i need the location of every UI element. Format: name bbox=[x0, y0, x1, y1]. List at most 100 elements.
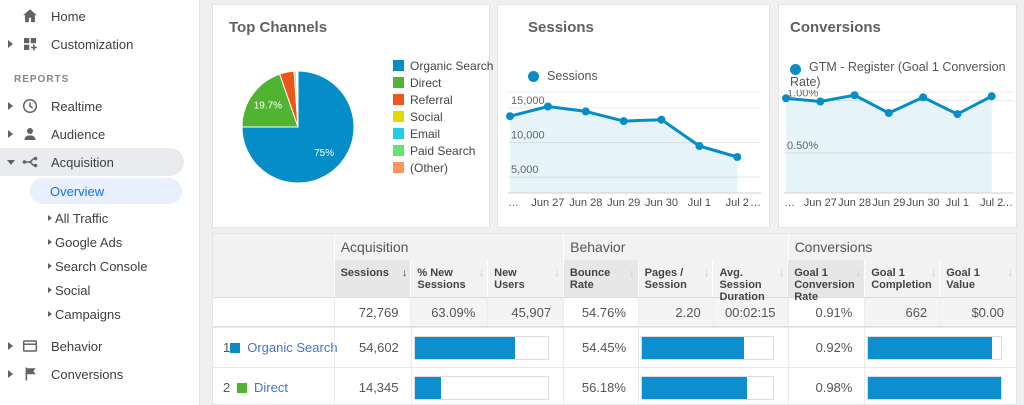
pie-legend: Organic Search Direct Referral Social Em… bbox=[393, 57, 493, 176]
sort-icon[interactable] bbox=[779, 267, 785, 279]
column-header-goal-value[interactable]: Goal 1 Value bbox=[939, 260, 1016, 297]
sidebar-item-home[interactable]: Home bbox=[0, 2, 199, 30]
column-header-avg-session-duration[interactable]: Avg. Session Duration bbox=[712, 260, 787, 303]
bounce-bar-cell bbox=[637, 368, 788, 404]
svg-text:Jul 2: Jul 2 bbox=[980, 197, 1003, 209]
card-title: Top Channels bbox=[229, 19, 328, 36]
legend-swatch-icon bbox=[393, 162, 404, 173]
svg-text:Jun 30: Jun 30 bbox=[645, 197, 678, 209]
sidebar: Home Customization REPORTS Realtime Audi… bbox=[0, 0, 200, 405]
sidebar-item-conversions[interactable]: Conversions bbox=[0, 360, 199, 388]
sidebar-item-campaigns[interactable]: Campaigns bbox=[0, 302, 199, 326]
goal-bar bbox=[868, 337, 993, 359]
reports-section-label: REPORTS bbox=[14, 74, 70, 85]
legend-label: Paid Search bbox=[410, 143, 476, 158]
legend-swatch-icon bbox=[393, 60, 404, 71]
acquisition-icon bbox=[21, 153, 39, 171]
bounce-bar-cell bbox=[638, 328, 788, 367]
column-header-goal-conversion-rate[interactable]: Goal 1 Conversion Rate bbox=[787, 260, 865, 303]
totals-bounce-rate: 54.76% bbox=[563, 298, 638, 326]
sort-icon[interactable] bbox=[554, 267, 560, 279]
sidebar-item-label: Customization bbox=[51, 36, 134, 52]
svg-text:75%: 75% bbox=[314, 148, 334, 159]
legend-label: Organic Search bbox=[410, 58, 494, 73]
sidebar-item-audience[interactable]: Audience bbox=[0, 120, 199, 148]
svg-text:0.50%: 0.50% bbox=[787, 140, 818, 152]
table-row: 1 Organic Search 54,602 54.45% 0.92% bbox=[213, 327, 1016, 367]
sort-icon[interactable] bbox=[931, 267, 937, 279]
bar-track bbox=[867, 376, 1002, 400]
column-header-sessions[interactable]: Sessions bbox=[333, 260, 411, 297]
sidebar-item-all-traffic[interactable]: All Traffic bbox=[0, 206, 199, 230]
sort-icon[interactable] bbox=[479, 267, 485, 279]
svg-text:…: … bbox=[784, 197, 795, 209]
goal-bar-cell bbox=[864, 368, 1016, 404]
sidebar-item-realtime[interactable]: Realtime bbox=[0, 92, 199, 120]
svg-text:…: … bbox=[508, 197, 519, 209]
realtime-clock-icon bbox=[21, 97, 39, 115]
legend-label: Social bbox=[410, 109, 443, 124]
svg-text:Jul 1: Jul 1 bbox=[688, 197, 711, 209]
cell-sessions: 14,345 bbox=[333, 368, 411, 404]
sort-icon[interactable] bbox=[856, 267, 862, 279]
column-header-pages-session[interactable]: Pages / Session bbox=[637, 260, 713, 297]
sort-icon[interactable] bbox=[1008, 267, 1014, 279]
column-header-bounce-rate[interactable]: Bounce Rate bbox=[562, 260, 638, 297]
svg-text:Jul 2: Jul 2 bbox=[726, 197, 749, 209]
legend-label: Email bbox=[410, 126, 441, 141]
sidebar-item-social[interactable]: Social bbox=[0, 278, 199, 302]
channels-table: Acquisition Behavior Conversions Session… bbox=[212, 233, 1017, 405]
goal-bar bbox=[868, 377, 1001, 399]
totals-pages-session: 2.20 bbox=[637, 298, 713, 326]
bar-track bbox=[413, 336, 550, 360]
expand-right-icon bbox=[44, 215, 55, 221]
bar-track bbox=[413, 376, 550, 400]
sort-icon[interactable] bbox=[402, 267, 408, 279]
svg-text:5,000: 5,000 bbox=[511, 164, 539, 176]
group-header-behavior: Behavior bbox=[563, 234, 787, 260]
sidebar-item-behavior[interactable]: Behavior bbox=[0, 332, 199, 360]
column-header-new-sessions[interactable]: % New Sessions bbox=[410, 260, 487, 297]
totals-new-users: 45,907 bbox=[487, 298, 564, 326]
totals-goal-value: $0.00 bbox=[939, 298, 1016, 326]
channel-link[interactable]: Direct bbox=[254, 380, 288, 395]
svg-text:Jun 30: Jun 30 bbox=[907, 197, 940, 209]
column-header-goal-completion[interactable]: Goal 1 Completion bbox=[864, 260, 939, 297]
channel-link[interactable]: Organic Search bbox=[247, 340, 338, 355]
svg-text:Jun 27: Jun 27 bbox=[804, 197, 837, 209]
sidebar-item-label: Behavior bbox=[51, 338, 103, 354]
sidebar-item-search-console[interactable]: Search Console bbox=[0, 254, 199, 278]
column-header-new-users[interactable]: New Users bbox=[487, 260, 563, 297]
totals-avg-session-duration: 00:02:15 bbox=[712, 298, 788, 326]
svg-text:Jun 29: Jun 29 bbox=[607, 197, 640, 209]
conversions-card: Conversions GTM - Register (Goal 1 Conve… bbox=[778, 4, 1017, 228]
sort-icon[interactable] bbox=[704, 267, 710, 279]
sessions-bar-cell bbox=[410, 368, 564, 404]
group-header-conversions: Conversions bbox=[787, 234, 1016, 260]
sidebar-item-overview[interactable]: Overview bbox=[30, 178, 182, 204]
sidebar-item-label: Audience bbox=[51, 126, 106, 142]
conversions-legend: GTM - Register (Goal 1 Conversion Rate) bbox=[790, 60, 1008, 90]
table-group-header-row: Acquisition Behavior Conversions bbox=[213, 234, 1016, 260]
behavior-icon bbox=[21, 337, 39, 355]
totals-spacer bbox=[213, 298, 334, 326]
sidebar-item-label: Acquisition bbox=[51, 154, 114, 170]
sort-icon[interactable] bbox=[629, 267, 635, 279]
sidebar-item-label: Google Ads bbox=[55, 234, 123, 250]
sidebar-item-google-ads[interactable]: Google Ads bbox=[0, 230, 199, 254]
legend-item: Direct bbox=[393, 74, 493, 91]
legend-item: (Other) bbox=[393, 159, 493, 176]
sidebar-item-acquisition[interactable]: Acquisition bbox=[0, 148, 184, 176]
table-header-row: Sessions % New Sessions New Users Bounce… bbox=[213, 260, 1016, 303]
cell-goal-conversion-rate: 0.92% bbox=[787, 328, 865, 367]
row-rank: 1 bbox=[223, 340, 231, 355]
sidebar-item-customization[interactable]: Customization bbox=[0, 30, 199, 58]
table-row: 2 Direct 14,345 56.18% 0.98% bbox=[213, 367, 1016, 404]
bar-track bbox=[641, 336, 774, 360]
svg-text:15,000: 15,000 bbox=[511, 95, 545, 107]
row-rank: 2 bbox=[223, 380, 231, 395]
svg-text:Jun 28: Jun 28 bbox=[569, 197, 602, 209]
top-channels-card: Top Channels 75% 19.7% Organic Search Dir… bbox=[212, 4, 493, 228]
bar-track bbox=[867, 336, 1002, 360]
